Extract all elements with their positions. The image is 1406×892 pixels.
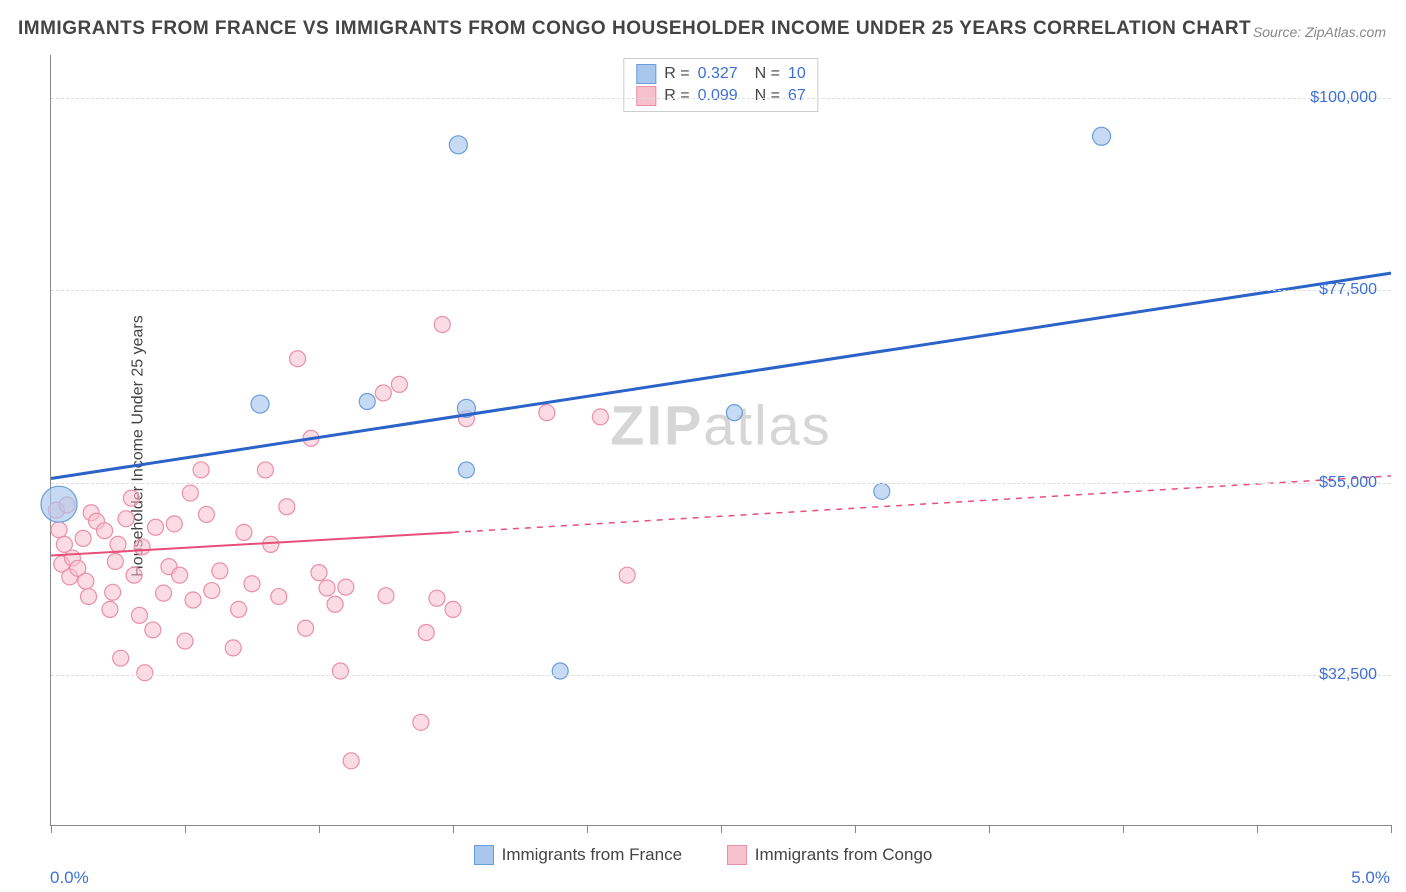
data-point (113, 650, 129, 666)
data-point (172, 567, 188, 583)
legend-swatch-france (474, 845, 494, 865)
data-point (236, 524, 252, 540)
data-point (166, 516, 182, 532)
data-point (1093, 127, 1111, 145)
data-point (413, 714, 429, 730)
x-tick (185, 825, 186, 833)
data-point (279, 499, 295, 515)
data-point (244, 576, 260, 592)
x-tick (1123, 825, 1124, 833)
data-point (343, 753, 359, 769)
data-point (539, 405, 555, 421)
data-point (359, 394, 375, 410)
legend-label-congo: Immigrants from Congo (755, 845, 933, 865)
x-tick (1391, 825, 1392, 833)
data-point (75, 530, 91, 546)
data-point (290, 351, 306, 367)
data-point (204, 583, 220, 599)
y-tick-label: $100,000 (1310, 89, 1377, 107)
y-tick-label: $55,000 (1319, 474, 1377, 492)
data-point (429, 590, 445, 606)
data-point (212, 563, 228, 579)
x-tick (721, 825, 722, 833)
x-tick (855, 825, 856, 833)
data-point (107, 553, 123, 569)
data-point (81, 589, 97, 605)
x-tick (51, 825, 52, 833)
y-tick-label: $77,500 (1319, 281, 1377, 299)
data-point (251, 395, 269, 413)
y-gridline (51, 290, 1391, 291)
x-tick (587, 825, 588, 833)
x-tick (989, 825, 990, 833)
data-point (338, 579, 354, 595)
data-point (332, 663, 348, 679)
data-point (391, 376, 407, 392)
y-gridline (51, 483, 1391, 484)
x-tick (1257, 825, 1258, 833)
data-point (102, 601, 118, 617)
correlation-chart: IMMIGRANTS FROM FRANCE VS IMMIGRANTS FRO… (0, 0, 1406, 892)
data-point (137, 665, 153, 681)
data-point (185, 592, 201, 608)
x-tick (453, 825, 454, 833)
data-point (41, 486, 77, 522)
legend-item-congo: Immigrants from Congo (727, 845, 933, 865)
data-point (375, 385, 391, 401)
legend-swatch-congo (727, 845, 747, 865)
data-point (193, 462, 209, 478)
y-tick-label: $32,500 (1319, 666, 1377, 684)
x-axis-min: 0.0% (50, 868, 89, 888)
data-point (458, 462, 474, 478)
data-point (298, 620, 314, 636)
legend-item-france: Immigrants from France (474, 845, 682, 865)
data-point (726, 405, 742, 421)
data-point (225, 640, 241, 656)
data-point (418, 625, 434, 641)
trend-line-france (51, 273, 1391, 478)
plot-svg (51, 55, 1391, 825)
data-point (592, 409, 608, 425)
data-point (319, 580, 335, 596)
data-point (126, 567, 142, 583)
data-point (874, 483, 890, 499)
data-point (156, 585, 172, 601)
data-point (552, 663, 568, 679)
data-point (378, 588, 394, 604)
data-point (97, 523, 113, 539)
trend-line-congo-dashed (453, 476, 1391, 532)
legend-label-france: Immigrants from France (502, 845, 682, 865)
data-point (123, 490, 139, 506)
data-point (105, 584, 121, 600)
data-point (177, 633, 193, 649)
data-point (118, 511, 134, 527)
data-point (78, 573, 94, 589)
data-point (271, 589, 287, 605)
source-label: Source: ZipAtlas.com (1253, 24, 1386, 40)
plot-area: ZIPatlas R = 0.327 N = 10 R = 0.099 N = … (50, 55, 1391, 826)
data-point (110, 536, 126, 552)
data-point (311, 565, 327, 581)
data-point (327, 596, 343, 612)
y-gridline (51, 98, 1391, 99)
x-tick (319, 825, 320, 833)
data-point (449, 136, 467, 154)
series-legend: Immigrants from France Immigrants from C… (0, 845, 1406, 870)
data-point (263, 536, 279, 552)
data-point (134, 539, 150, 555)
chart-title: IMMIGRANTS FROM FRANCE VS IMMIGRANTS FRO… (18, 18, 1251, 40)
data-point (231, 601, 247, 617)
data-point (145, 622, 161, 638)
data-point (182, 485, 198, 501)
data-point (148, 519, 164, 535)
y-gridline (51, 675, 1391, 676)
data-point (131, 607, 147, 623)
x-axis-max: 5.0% (1351, 868, 1390, 888)
data-point (434, 317, 450, 333)
data-point (445, 601, 461, 617)
data-point (198, 506, 214, 522)
data-point (257, 462, 273, 478)
data-point (51, 522, 67, 538)
data-point (619, 567, 635, 583)
